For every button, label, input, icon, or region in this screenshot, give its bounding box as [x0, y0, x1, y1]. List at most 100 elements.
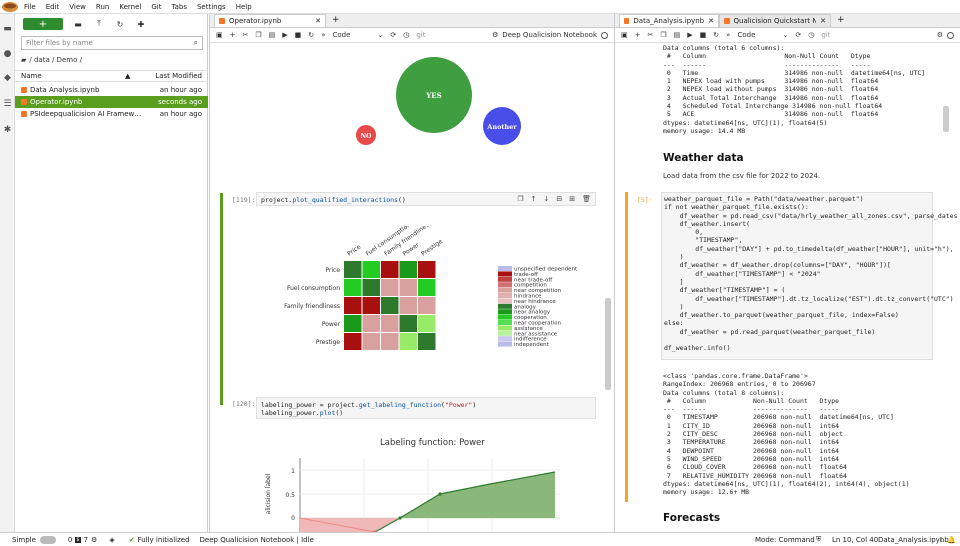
- menu-help[interactable]: Help: [235, 2, 252, 11]
- legend-swatch: [498, 271, 512, 277]
- insert-below-icon[interactable]: ⊞: [569, 195, 576, 203]
- scrollbar[interactable]: [943, 106, 949, 132]
- tab-data-analysis[interactable]: Data_Analysis.ipynb ✕: [619, 14, 719, 27]
- menu-kernel[interactable]: Kernel: [119, 2, 142, 11]
- new-tab-button[interactable]: +: [837, 15, 845, 25]
- file-row[interactable]: PSIdeepqualicision AI Framework.i... an …: [15, 108, 208, 120]
- code-cell-119[interactable]: project.plot_qualified_interactions() ❐ …: [256, 192, 596, 206]
- paste-icon[interactable]: ▤: [268, 31, 276, 39]
- chevron-down-icon: ⌄: [377, 31, 384, 39]
- cut-icon[interactable]: ✂: [647, 31, 654, 39]
- add-cell-icon[interactable]: +: [634, 31, 641, 39]
- code-text: labeling_power = project.: [261, 401, 359, 409]
- code-cell-120[interactable]: labeling_power = project.get_labeling_fu…: [256, 397, 596, 419]
- run-all-icon[interactable]: »: [321, 31, 326, 39]
- menu-git[interactable]: Git: [151, 2, 162, 11]
- new-launcher-button[interactable]: +: [23, 18, 63, 30]
- legend-swatch: [498, 303, 512, 309]
- new-folder-icon[interactable]: ▬: [74, 19, 82, 29]
- menu-settings[interactable]: Settings: [196, 2, 226, 11]
- clock-icon[interactable]: ◷: [403, 31, 410, 39]
- cell-type-select[interactable]: Code: [737, 31, 756, 39]
- close-icon[interactable]: ✕: [820, 17, 826, 25]
- code-line: df_weather = pd.read_parquet(weather_par…: [664, 327, 876, 336]
- breadcrumb[interactable]: ▰ / data / Demo /: [21, 54, 82, 66]
- code-line: df_weather["DAY"] + pd.to_timedelta(df_w…: [664, 244, 954, 253]
- duplicate-icon[interactable]: ❐: [517, 195, 524, 203]
- move-down-icon[interactable]: ↓: [543, 195, 550, 203]
- activity-bar: ▬ ● ◆ ☰ ✱: [0, 14, 15, 532]
- kernel-status[interactable]: Deep Qualicision Notebook | Idle: [199, 535, 314, 544]
- run-icon[interactable]: ▶: [282, 31, 288, 39]
- notification-count[interactable]: 1: [939, 535, 944, 544]
- git-icon[interactable]: ◆: [4, 72, 11, 83]
- running-icon[interactable]: ●: [3, 48, 12, 59]
- terminal-count[interactable]: 0: [67, 535, 73, 544]
- add-cell-icon[interactable]: +: [229, 31, 236, 39]
- gear-icon: ⚙: [91, 535, 98, 544]
- kernel-name[interactable]: Deep Qualicision Notebook: [502, 31, 597, 39]
- git-diff-icon[interactable]: ⟳: [795, 31, 802, 39]
- restart-icon[interactable]: ↻: [713, 31, 720, 39]
- cut-icon[interactable]: ✂: [242, 31, 249, 39]
- menu-file[interactable]: File: [24, 2, 36, 11]
- menu-edit[interactable]: Edit: [45, 2, 60, 11]
- stop-icon[interactable]: ■: [699, 31, 707, 39]
- file-row[interactable]: Data Analysis.ipynb an hour ago: [15, 84, 208, 96]
- file-filter-input[interactable]: Filter files by name ⌕: [21, 36, 203, 50]
- git-label[interactable]: git: [416, 31, 426, 39]
- heatmap-cell: [344, 261, 362, 278]
- tab-quickstart[interactable]: Qualicision Quickstart Notebo ✕: [719, 14, 831, 27]
- menu-view[interactable]: View: [69, 2, 86, 11]
- clock-icon[interactable]: ◷: [808, 31, 815, 39]
- paste-icon[interactable]: ▤: [673, 31, 681, 39]
- legend-label: cooperation: [514, 315, 547, 321]
- bell-icon[interactable]: 🔔: [947, 535, 956, 544]
- menu-run[interactable]: Run: [95, 2, 110, 11]
- cursor-position[interactable]: Ln 10, Col 40: [832, 535, 879, 544]
- name-column-header[interactable]: Name: [21, 72, 42, 80]
- folder-icon[interactable]: ▬: [3, 23, 12, 34]
- menu-tabs[interactable]: Tabs: [171, 2, 187, 11]
- save-icon[interactable]: ▣: [216, 31, 223, 39]
- run-all-icon[interactable]: »: [726, 31, 731, 39]
- output-collapse-bar[interactable]: [220, 208, 223, 405]
- git-label[interactable]: git: [821, 31, 831, 39]
- code-cell-5[interactable]: weather_parquet_file = Path("data/weathe…: [661, 192, 958, 360]
- copy-icon[interactable]: ❐: [660, 31, 667, 39]
- simple-mode-label: Simple: [12, 535, 36, 544]
- kernel-count[interactable]: 7: [83, 535, 89, 544]
- stop-icon[interactable]: ■: [294, 31, 302, 39]
- file-row-selected[interactable]: Operator.ipynb seconds ago: [15, 96, 208, 108]
- run-icon[interactable]: ▶: [687, 31, 693, 39]
- git-diff-icon[interactable]: ⟳: [390, 31, 397, 39]
- upload-icon[interactable]: ⤒: [97, 19, 101, 28]
- git-branch-icon[interactable]: ◈: [109, 535, 115, 544]
- bubble-chart: YES Another NO: [356, 57, 521, 145]
- tab-label: Qualicision Quickstart Notebo: [733, 17, 817, 25]
- shield-icon[interactable]: ⛨: [816, 535, 822, 543]
- save-icon[interactable]: ▣: [621, 31, 628, 39]
- tab-operator[interactable]: Operator.ipynb ✕: [214, 14, 326, 27]
- delete-icon[interactable]: 🗑: [582, 195, 591, 203]
- tab-label: Operator.ipynb: [229, 17, 282, 25]
- cell-type-select[interactable]: Code: [332, 31, 351, 39]
- close-icon[interactable]: ✕: [315, 17, 321, 25]
- git-clone-icon[interactable]: ✚: [137, 19, 145, 29]
- close-icon[interactable]: ✕: [708, 17, 714, 25]
- tab-bar: Data_Analysis.ipynb ✕ Qualicision Quicks…: [615, 14, 960, 28]
- kernel-icon: ⚙: [936, 31, 943, 39]
- restart-icon[interactable]: ↻: [308, 31, 315, 39]
- insert-above-icon[interactable]: ⊟: [556, 195, 563, 203]
- new-tab-button[interactable]: +: [332, 15, 340, 25]
- extension-icon[interactable]: ✱: [3, 124, 12, 135]
- toc-icon[interactable]: ☰: [3, 98, 12, 109]
- scrollbar[interactable]: [605, 298, 611, 390]
- move-up-icon[interactable]: ↑: [530, 195, 537, 203]
- simple-mode-toggle[interactable]: [39, 535, 56, 544]
- heatmap-cell: [344, 333, 362, 350]
- refresh-icon[interactable]: ↻: [116, 19, 124, 29]
- modified-column-header[interactable]: Last Modified: [155, 72, 202, 80]
- check-icon: ✔: [128, 535, 135, 544]
- copy-icon[interactable]: ❐: [255, 31, 262, 39]
